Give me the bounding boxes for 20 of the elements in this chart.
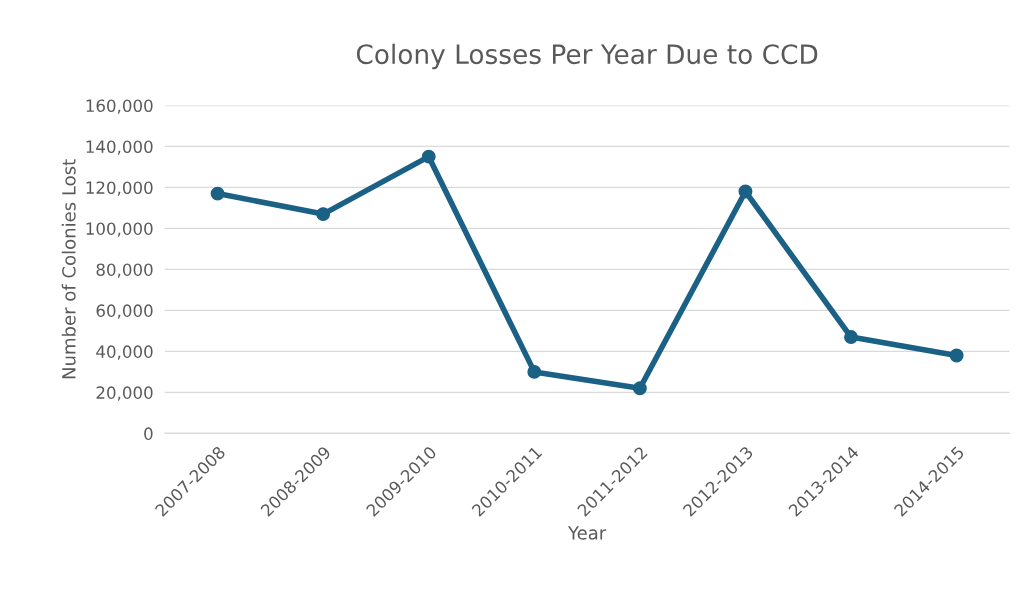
y-tick-label: 80,000 — [96, 263, 153, 278]
point — [316, 207, 331, 222]
y-tick-label: 120,000 — [86, 181, 153, 196]
y-tick-label: 0 — [144, 427, 153, 440]
y-tick-label: 100,000 — [86, 222, 153, 237]
point — [738, 184, 753, 199]
point — [949, 348, 964, 363]
y-axis-title: Number of Colonies Lost — [61, 159, 76, 379]
chart-title: Colony Losses Per Year Due to CCD — [356, 43, 818, 70]
y-tick-label: 20,000 — [96, 386, 153, 401]
point — [210, 186, 225, 201]
y-tick-label: 160,000 — [86, 99, 153, 114]
y-tick-label: 40,000 — [96, 345, 153, 360]
point — [844, 330, 858, 344]
x-axis-title: Year — [567, 526, 607, 540]
point — [632, 381, 647, 396]
y-tick-label: 60,000 — [96, 304, 153, 319]
y-tick-label: 140,000 — [86, 140, 153, 155]
point — [527, 364, 542, 379]
point — [421, 149, 436, 164]
